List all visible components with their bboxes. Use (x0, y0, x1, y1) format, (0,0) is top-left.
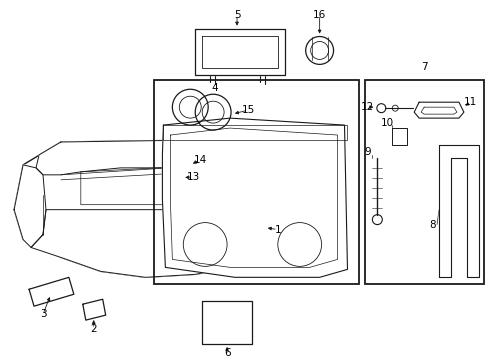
Bar (365, 80, 483, 284)
Polygon shape (29, 277, 74, 306)
Polygon shape (14, 140, 269, 277)
Text: 11: 11 (463, 97, 476, 107)
Text: 5: 5 (233, 10, 240, 20)
Text: 16: 16 (312, 10, 325, 20)
Text: 1: 1 (274, 225, 281, 235)
Polygon shape (413, 102, 463, 118)
Polygon shape (14, 165, 46, 247)
Polygon shape (82, 299, 105, 320)
Polygon shape (391, 128, 407, 145)
Text: 6: 6 (224, 348, 230, 358)
Polygon shape (168, 173, 180, 183)
Text: 12: 12 (360, 102, 373, 112)
Text: 10: 10 (380, 118, 393, 128)
Text: 2: 2 (90, 324, 97, 334)
Polygon shape (36, 140, 254, 175)
Text: 3: 3 (40, 309, 46, 319)
Text: 15: 15 (241, 105, 254, 115)
Text: 9: 9 (364, 147, 370, 157)
Text: 7: 7 (420, 62, 427, 72)
Polygon shape (162, 118, 347, 277)
Polygon shape (438, 145, 478, 277)
Text: 13: 13 (186, 172, 200, 182)
Text: 14: 14 (193, 155, 206, 165)
Polygon shape (31, 210, 240, 277)
Bar (154, 80, 359, 284)
Polygon shape (195, 28, 284, 75)
Polygon shape (202, 301, 251, 344)
Polygon shape (238, 215, 264, 242)
Polygon shape (238, 148, 269, 260)
Text: 8: 8 (428, 220, 434, 230)
Text: 4: 4 (211, 83, 218, 93)
